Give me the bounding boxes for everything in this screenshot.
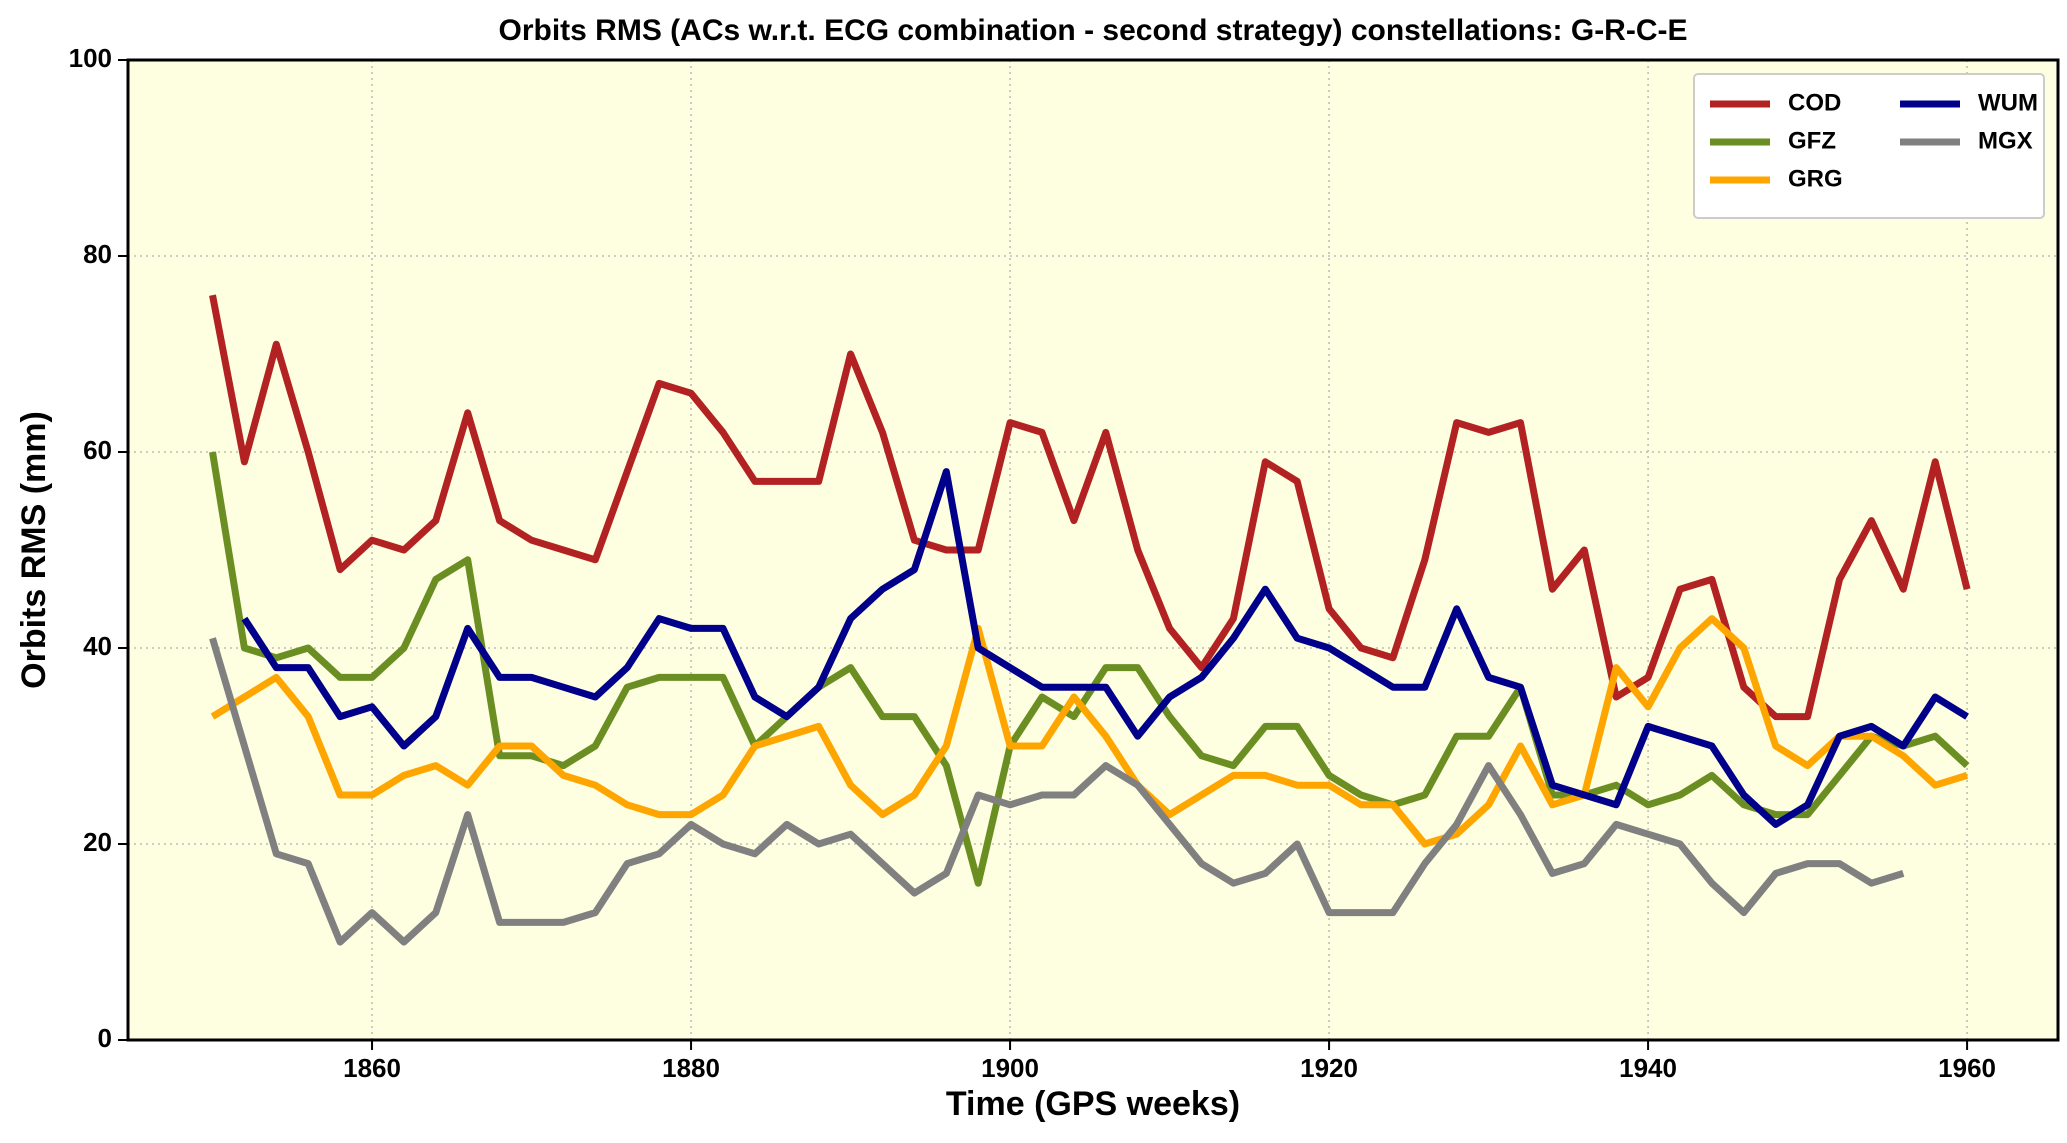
legend-label: WUM [1978, 89, 2038, 116]
x-tick-label: 1860 [343, 1053, 401, 1083]
x-tick-label: 1960 [1938, 1053, 1996, 1083]
series-line [210, 615, 1969, 848]
legend-label: COD [1788, 89, 1841, 116]
y-axis-label: Orbits RMS (mm) [15, 411, 53, 689]
legend-box [1693, 73, 2045, 219]
chart-title: Orbits RMS (ACs w.r.t. ECG combination -… [498, 14, 1687, 47]
x-tick-label: 1940 [1619, 1053, 1677, 1083]
legend-label: GRG [1788, 165, 1843, 192]
x-tick-label: 1900 [981, 1053, 1039, 1083]
y-tick-label: 20 [83, 827, 112, 857]
legend-label: GFZ [1788, 127, 1836, 154]
y-tick-label: 40 [83, 631, 112, 661]
x-tick-label: 1880 [662, 1053, 720, 1083]
plot-frame [126, 58, 2060, 1042]
series-line [209, 637, 1905, 946]
y-tick-label: 80 [83, 239, 112, 269]
x-tick-label: 1920 [1300, 1053, 1358, 1083]
x-axis-label: Time (GPS weeks) [946, 1085, 1240, 1123]
legend-label: MGX [1978, 127, 2033, 154]
series-line [209, 451, 1970, 887]
y-tick-label: 60 [83, 435, 112, 465]
y-tick-label: 100 [69, 43, 112, 73]
series-line [241, 468, 1969, 828]
series-line [209, 294, 1971, 721]
y-tick-label: 0 [98, 1023, 112, 1053]
